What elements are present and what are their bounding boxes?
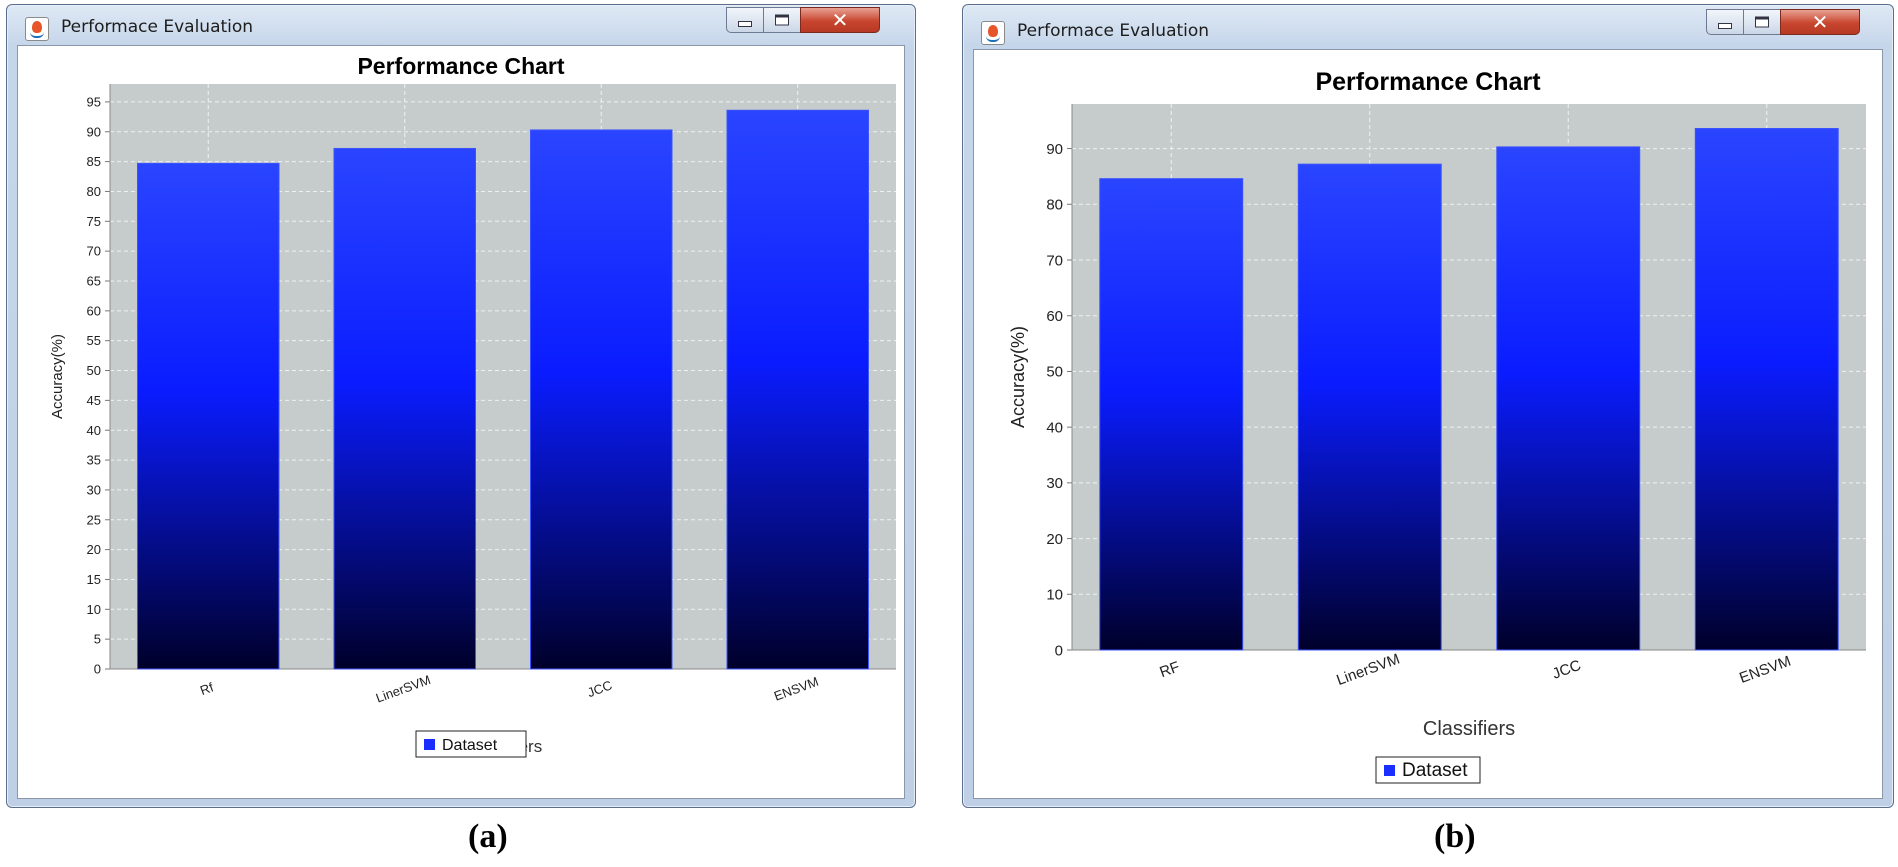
performance-chart: Performance Chart 0 5 10 15 20 25 30 35 40 45 50 55 6… — [49, 53, 896, 758]
y-tick-label: 80 — [87, 184, 101, 199]
y-tick-label: 50 — [87, 363, 101, 378]
y-tick-label: 5 — [94, 632, 101, 647]
legend-label: Dataset — [442, 737, 498, 754]
y-axis-label: Accuracy(%) — [1008, 326, 1028, 428]
minimize-button[interactable] — [726, 7, 764, 33]
chart-panel: Performance Chart 0 10 20 30 40 50 60 70 80 90 RF Li… — [973, 49, 1883, 799]
y-tick-label: 25 — [87, 512, 101, 527]
y-tick-label: 70 — [1046, 252, 1063, 269]
java-app-icon — [981, 21, 1005, 45]
x-tick-label: ENSVM — [772, 674, 821, 704]
y-tick-label: 20 — [1046, 531, 1063, 548]
x-tick-label: RF — [1157, 658, 1182, 681]
y-tick-label: 80 — [1046, 197, 1063, 214]
x-tick-label: LinerSVM — [1334, 651, 1402, 690]
bar-rf[interactable] — [1099, 178, 1244, 651]
x-axis-label: Classifiers — [1423, 718, 1515, 740]
bar-linersvm[interactable] — [1297, 163, 1442, 651]
chart-window-b: Performace Evaluation ✕ Performance Char… — [962, 4, 1894, 808]
bar-rf[interactable] — [137, 162, 280, 670]
minimize-icon — [1718, 23, 1732, 29]
close-icon: ✕ — [831, 8, 849, 32]
y-tick-label: 70 — [87, 244, 101, 259]
y-tick-label: 50 — [1046, 364, 1063, 381]
legend[interactable]: Dataset — [1375, 756, 1481, 784]
bar-ensvm[interactable] — [726, 109, 869, 670]
minimize-icon — [738, 21, 752, 27]
title-bar[interactable]: Performace Evaluation ✕ — [963, 5, 1893, 45]
x-tick-label: JCC — [1550, 657, 1583, 683]
y-tick-label: 0 — [94, 662, 101, 677]
bar-jcc[interactable] — [1496, 146, 1641, 651]
y-tick-label: 55 — [87, 333, 101, 348]
close-button[interactable]: ✕ — [1780, 9, 1860, 35]
close-button[interactable]: ✕ — [800, 7, 880, 33]
y-tick-label: 45 — [87, 393, 101, 408]
java-app-icon — [25, 17, 49, 41]
maximize-button[interactable] — [763, 7, 801, 33]
x-tick-label: JCC — [585, 677, 614, 700]
performance-chart: Performance Chart 0 10 20 30 40 50 60 70 80 90 RF Li… — [1008, 68, 1866, 784]
y-tick-label: 60 — [87, 303, 101, 318]
chart-title: Performance Chart — [1315, 68, 1541, 96]
figure-caption-a: (a) — [468, 818, 508, 855]
title-bar[interactable]: Performace Evaluation ✕ — [7, 5, 915, 45]
legend-swatch — [1384, 765, 1395, 776]
y-tick-label: 95 — [87, 94, 101, 109]
y-tick-label: 10 — [1046, 587, 1063, 604]
legend[interactable]: Dataset — [415, 730, 527, 758]
chart-panel: Performance Chart 0 5 10 15 20 25 30 35 40 45 50 55 6… — [17, 45, 905, 799]
chart-title: Performance Chart — [357, 53, 564, 79]
y-tick-label: 85 — [87, 154, 101, 169]
window-title: Performace Evaluation — [1017, 21, 1210, 41]
figure-caption-b: (b) — [1434, 818, 1476, 855]
maximize-icon — [775, 14, 789, 26]
window-title: Performace Evaluation — [61, 17, 254, 37]
bar-linersvm[interactable] — [333, 147, 476, 670]
y-tick-label: 90 — [87, 124, 101, 139]
y-tick-label: 35 — [87, 453, 101, 468]
legend-label: Dataset — [1402, 760, 1468, 781]
y-tick-label: 65 — [87, 274, 101, 289]
y-tick-label: 10 — [87, 602, 101, 617]
y-tick-label: 40 — [87, 423, 101, 438]
y-tick-label: 0 — [1055, 642, 1063, 659]
y-tick-label: 15 — [87, 572, 101, 587]
close-icon: ✕ — [1811, 10, 1829, 34]
legend-swatch — [424, 739, 435, 750]
y-tick-label: 60 — [1046, 308, 1063, 325]
bar-ensvm[interactable] — [1694, 128, 1839, 651]
y-tick-label: 30 — [1046, 475, 1063, 492]
x-tick-label: ENSVM — [1737, 653, 1793, 687]
minimize-button[interactable] — [1706, 9, 1744, 35]
maximize-icon — [1755, 16, 1769, 28]
y-axis-label: Accuracy(%) — [49, 334, 66, 419]
y-tick-label: 20 — [87, 542, 101, 557]
y-tick-label: 30 — [87, 482, 101, 497]
x-tick-label: Rf — [198, 679, 216, 698]
y-tick-label: 75 — [87, 214, 101, 229]
bar-jcc[interactable] — [530, 129, 673, 670]
maximize-button[interactable] — [1743, 9, 1781, 35]
y-tick-label: 40 — [1046, 419, 1063, 436]
chart-window-a: Performace Evaluation ✕ Performance Char… — [6, 4, 916, 808]
x-tick-label: LinerSVM — [374, 672, 433, 706]
y-tick-label: 90 — [1046, 141, 1063, 158]
